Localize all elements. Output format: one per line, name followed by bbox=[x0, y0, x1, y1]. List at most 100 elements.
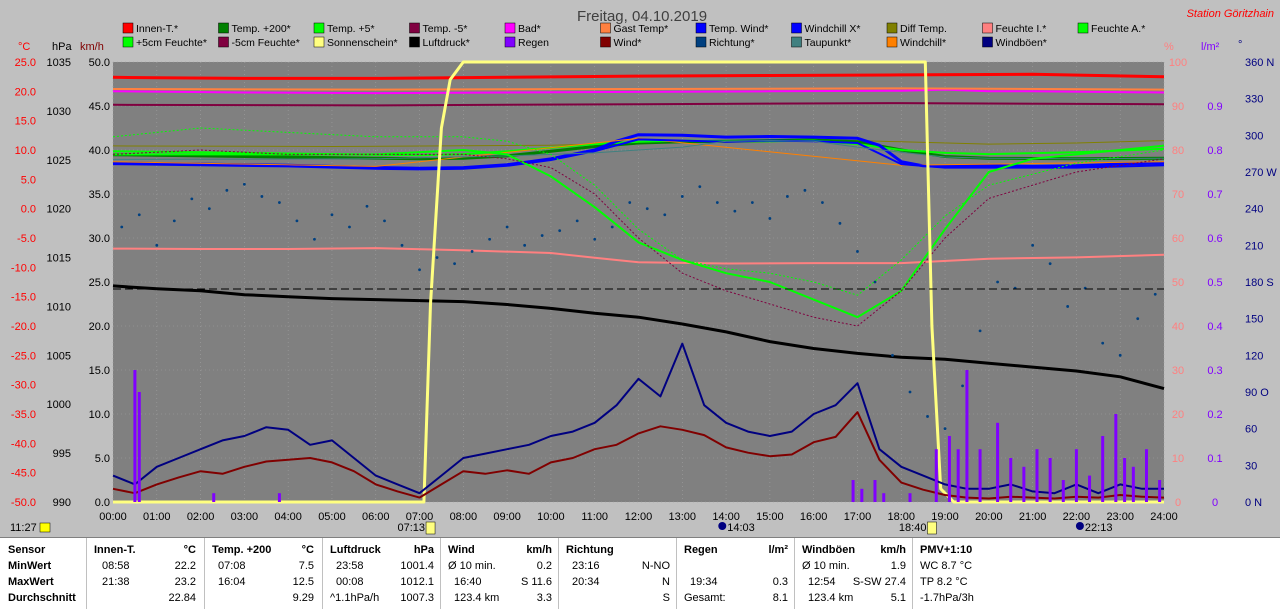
series-richtung-point bbox=[523, 243, 527, 247]
legend-label: Innen-T.* bbox=[136, 23, 178, 35]
time-tick: 09:00 bbox=[493, 511, 521, 523]
legend-swatch bbox=[504, 22, 516, 34]
series-richtung-point bbox=[418, 268, 421, 272]
pct-tick: 100 bbox=[1169, 57, 1187, 69]
wind-min-time: Ø 10 min. bbox=[448, 560, 496, 572]
luftdruck-min-time: 23:58 bbox=[336, 560, 364, 572]
left-axes: °C hPa km/h bbox=[18, 41, 104, 53]
series-richtung-point bbox=[260, 195, 264, 198]
pmv-trend: -1.7hPa/3h bbox=[920, 592, 974, 604]
series-windchill-line bbox=[112, 137, 1165, 167]
time-tick: 18:00 bbox=[887, 511, 915, 523]
series-regen-bar bbox=[137, 392, 141, 502]
temp200-max-time: 16:04 bbox=[218, 576, 246, 588]
series-richtung-point bbox=[505, 225, 509, 229]
series-richtung-point bbox=[750, 201, 754, 204]
innen-max: 23.2 bbox=[174, 576, 196, 588]
wind-unit: km/h bbox=[526, 544, 552, 556]
legend-swatch bbox=[600, 22, 611, 34]
series-richtung-point bbox=[785, 195, 789, 198]
series-regen-bar bbox=[1158, 480, 1162, 502]
time-tick: 17:00 bbox=[844, 511, 872, 523]
series-5cm-feuchte-line bbox=[112, 127, 1165, 296]
chart-title: Freitag, 04.10.2019 bbox=[577, 8, 707, 25]
legend-swatch bbox=[409, 22, 420, 34]
richtung-title: Richtung bbox=[566, 544, 614, 556]
wind-avg: 3.3 bbox=[536, 592, 552, 604]
temp200-min-time: 07:08 bbox=[218, 560, 246, 572]
regen-total-label: Gesamt: bbox=[684, 592, 726, 604]
time-tick: 11:00 bbox=[581, 511, 608, 523]
wind-max: S 11.6 bbox=[521, 576, 552, 588]
richtung-max: N bbox=[662, 576, 670, 588]
time-tick: 15:00 bbox=[756, 511, 784, 523]
pressure-tick: 990 bbox=[53, 497, 71, 509]
series-richtung-point bbox=[908, 390, 912, 394]
regen-max-time: 19:34 bbox=[690, 576, 718, 588]
pmv-windchill: WC 8.7 °C bbox=[920, 560, 973, 572]
series-wind-line bbox=[112, 411, 1165, 500]
series-richtung-point bbox=[558, 229, 562, 233]
series-temp-wind-line bbox=[112, 133, 1165, 170]
series-richtung-point bbox=[873, 280, 877, 284]
series-richtung-point bbox=[207, 207, 211, 211]
series-regen-bar bbox=[996, 422, 1000, 502]
rain-tick: 0 bbox=[1212, 497, 1218, 509]
series-regen-bar bbox=[1061, 480, 1065, 502]
richtung-avg: S bbox=[662, 592, 670, 604]
series-regen-bar bbox=[947, 436, 951, 502]
series-taupunkt-line bbox=[112, 140, 1165, 160]
rain-tick: 0.1 bbox=[1207, 453, 1222, 465]
sunrise-icon bbox=[425, 521, 436, 535]
regen-unit: l/m² bbox=[768, 544, 788, 556]
pressure-tick: 995 bbox=[53, 448, 71, 460]
stats-richtung: Richtung 23:16 N-NO 20:34 N S bbox=[558, 538, 677, 609]
series-regen-bar bbox=[934, 449, 938, 502]
statistics-panel: Sensor MinWert MaxWert Durchschnitt Inne… bbox=[0, 537, 1280, 609]
legend-swatch bbox=[409, 36, 420, 48]
temp-tick: -15.0 bbox=[11, 292, 36, 304]
temp-tick: 15.0 bbox=[15, 116, 36, 128]
wind-unit: km/h bbox=[80, 41, 104, 53]
series-richtung-point bbox=[190, 197, 194, 201]
rain-tick: 0.6 bbox=[1207, 233, 1222, 245]
legend-label: Wind* bbox=[614, 37, 642, 49]
stats-regen: Regen l/m² 19:34 0.3 Gesamt: 8.1 bbox=[676, 538, 795, 609]
wind-tick: 5.0 bbox=[95, 453, 110, 465]
stats-pmv: PMV+1:10 WC 8.7 °C TP 8.2 °C -1.7hPa/3h bbox=[912, 538, 1032, 609]
moonset-time: 22:13 bbox=[1085, 522, 1113, 534]
legend-label: Regen bbox=[518, 37, 549, 49]
temp-tick: -30.0 bbox=[11, 380, 36, 392]
dir-tick: 180 S bbox=[1245, 277, 1274, 289]
legend-swatch bbox=[886, 22, 898, 34]
series-richtung-point bbox=[488, 237, 492, 241]
sunset-time: 18:40 bbox=[899, 522, 927, 534]
boeen-title: Windböen bbox=[802, 544, 856, 556]
wind-tick: 15.0 bbox=[89, 365, 110, 377]
legend-label: Sonnenschein* bbox=[327, 37, 398, 49]
series-richtung-point bbox=[400, 243, 404, 247]
time-tick: 20:00 bbox=[975, 511, 1003, 523]
innen-title: Innen-T. bbox=[94, 544, 136, 556]
series-regen-bar bbox=[133, 370, 137, 502]
wind-tick: 25.0 bbox=[89, 277, 110, 289]
regen-total: 8.1 bbox=[772, 592, 788, 604]
luftdruck-unit: hPa bbox=[413, 544, 434, 556]
regen-max: 0.3 bbox=[772, 576, 788, 588]
sunset-icon bbox=[927, 521, 937, 535]
legend-swatch bbox=[218, 36, 229, 48]
series-luftdruck-line bbox=[112, 284, 1165, 391]
series-richtung-point bbox=[383, 219, 386, 223]
series-gast-temp-line bbox=[112, 87, 1165, 91]
legend-label: -5cm Feuchte* bbox=[232, 37, 300, 49]
series-richtung-point bbox=[172, 219, 176, 223]
rain-tick: 0.8 bbox=[1207, 145, 1222, 157]
legend-swatch bbox=[504, 36, 516, 48]
dir-tick: 210 bbox=[1245, 240, 1263, 252]
wind-tick: 45.0 bbox=[89, 101, 110, 113]
time-tick: 06:00 bbox=[362, 511, 390, 523]
series-richtung-point bbox=[943, 427, 947, 431]
legend-label: Windchill X* bbox=[805, 23, 861, 35]
stats-innen: Innen-T. °C 08:58 22.2 21:38 23.2 22.84 bbox=[86, 538, 205, 609]
luftdruck-max-time: 00:08 bbox=[336, 576, 364, 588]
